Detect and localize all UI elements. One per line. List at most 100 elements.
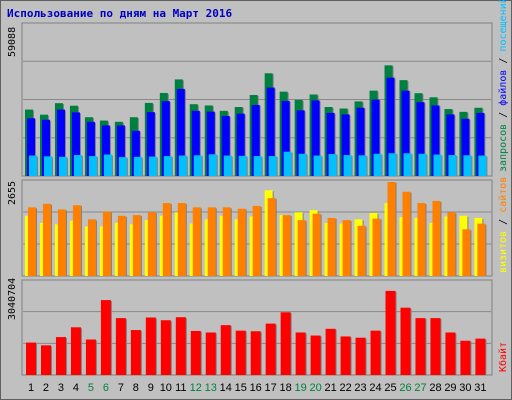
bar-файлов <box>461 118 470 176</box>
bar-Кбайт <box>190 330 201 375</box>
x-tick-label: 21 <box>324 382 336 394</box>
bar-файлов <box>206 111 215 176</box>
bar-Кбайт <box>235 330 246 375</box>
bar-посещений-страниц <box>463 155 472 176</box>
bar-посещений-страниц <box>388 153 397 176</box>
bar-файлов <box>326 112 335 176</box>
bar-посещений-страниц <box>478 155 487 176</box>
bar-Кбайт <box>130 330 141 375</box>
bar-Кбайт <box>70 327 81 375</box>
bar-сайтов <box>147 212 156 276</box>
bar-Кбайт <box>295 332 306 375</box>
bar-посещений-страниц <box>298 153 307 176</box>
legend-files: файлов <box>497 70 509 106</box>
bar-файлов <box>131 130 140 176</box>
bar-файлов <box>311 100 320 176</box>
bar-Кбайт <box>325 328 336 375</box>
bar-сайтов <box>117 215 126 276</box>
bar-файлов <box>176 88 185 176</box>
panel2-legend: визитов / сайтов <box>497 177 509 273</box>
bar-сайтов <box>297 220 306 276</box>
bar-файлов <box>341 114 350 176</box>
bar-файлов <box>101 125 110 176</box>
bar-посещений-страниц <box>283 151 292 176</box>
x-tick-label: 5 <box>88 382 94 394</box>
bar-посещений-страниц <box>448 155 457 176</box>
bar-файлов <box>371 99 380 176</box>
x-tick-label: 12 <box>190 382 202 394</box>
bar-файлов <box>446 114 455 176</box>
bar-Кбайт <box>205 332 216 375</box>
bar-сайтов <box>237 208 246 276</box>
bar-посещений-страниц <box>313 155 322 176</box>
bar-Кбайт <box>40 345 51 375</box>
bar-сайтов <box>87 219 96 276</box>
bar-файлов <box>266 87 275 176</box>
bar-файлов <box>401 90 410 176</box>
bar-сайтов <box>432 200 441 276</box>
bar-посещений-страниц <box>238 155 247 176</box>
bar-файлов <box>221 115 230 176</box>
bar-файлов <box>146 112 155 176</box>
bar-файлов <box>236 113 245 176</box>
bar-Кбайт <box>160 320 171 375</box>
bar-файлов <box>41 119 50 176</box>
bar-посещений-страниц <box>148 156 157 176</box>
legend-sep: / <box>498 52 509 70</box>
bar-посещений-страниц <box>253 156 262 176</box>
x-tick-label: 17 <box>265 382 277 394</box>
bar-файлов <box>251 104 260 176</box>
x-tick-label: 26 <box>399 382 411 394</box>
x-tick-label: 7 <box>118 382 124 394</box>
bar-Кбайт <box>55 337 66 375</box>
x-tick-label: 19 <box>295 382 307 394</box>
x-tick-label: 28 <box>429 382 441 394</box>
bar-сайтов <box>282 215 291 276</box>
bar-Кбайт <box>115 318 126 375</box>
bar-посещений-страниц <box>58 156 67 176</box>
bar-файлов <box>86 121 95 176</box>
x-tick-label: 27 <box>414 382 426 394</box>
bar-Кбайт <box>100 300 111 375</box>
panel1-legend: запросов / файлов / посещений страниц <box>497 0 509 172</box>
bar-сайтов <box>192 207 201 276</box>
bar-Кбайт <box>85 339 96 375</box>
x-tick-label: 23 <box>354 382 366 394</box>
bar-посещений-страниц <box>178 155 187 176</box>
bar-сайтов <box>372 218 381 276</box>
bar-сайтов <box>132 215 141 276</box>
x-tick-label: 11 <box>175 382 186 394</box>
legend-requests: запросов <box>498 124 509 172</box>
bar-файлов <box>27 118 35 176</box>
bar-файлов <box>191 110 200 176</box>
bar-файлов <box>416 102 425 176</box>
bar-Кбайт <box>430 318 441 375</box>
bar-файлов <box>71 112 80 176</box>
x-tick-label: 9 <box>148 382 154 394</box>
x-tick-label: 14 <box>220 382 232 394</box>
bar-посещений-страниц <box>73 155 82 176</box>
bar-сайтов <box>222 207 231 276</box>
bar-Кбайт <box>400 307 411 375</box>
bar-Кбайт <box>250 331 261 375</box>
x-tick-label: 4 <box>73 382 79 394</box>
bar-сайтов <box>28 207 36 276</box>
bar-файлов <box>476 112 485 176</box>
x-tick-label: 1 <box>28 382 34 394</box>
bar-посещений-страниц <box>208 154 217 176</box>
bar-посещений-страниц <box>88 156 97 176</box>
bar-файлов <box>431 105 440 176</box>
x-tick-label: 25 <box>384 382 396 394</box>
x-tick-label: 18 <box>280 382 292 394</box>
bar-посещений-страниц <box>433 154 442 176</box>
bar-сайтов <box>312 213 321 276</box>
bar-посещений-страниц <box>133 156 142 176</box>
bar-файлов <box>356 107 365 176</box>
bar-Кбайт <box>445 332 456 375</box>
x-tick-label: 15 <box>235 382 247 394</box>
bar-посещений-страниц <box>358 155 367 176</box>
legend-visits: визитов <box>498 231 509 273</box>
bar-сайтов <box>387 182 396 276</box>
bar-файлов <box>281 100 290 176</box>
bar-сайтов <box>402 191 411 276</box>
